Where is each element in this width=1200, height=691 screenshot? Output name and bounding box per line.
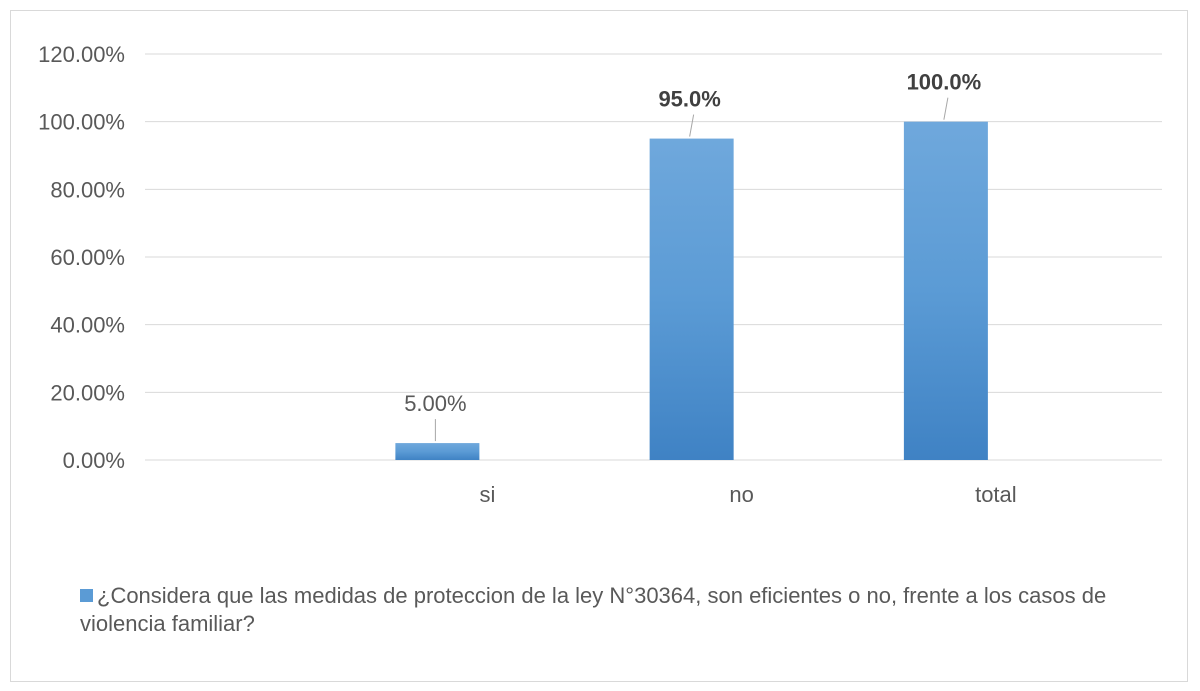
x-axis-categories: si no total — [479, 482, 1016, 507]
y-tick-label: 80.00% — [50, 177, 125, 202]
legend: ¿Considera que las medidas de proteccion… — [80, 582, 1180, 638]
category-label-si: si — [479, 482, 495, 507]
bars — [395, 121, 988, 461]
category-label-total: total — [975, 482, 1017, 507]
y-tick-label: 0.00% — [63, 448, 125, 473]
data-labels: 5.00% 95.0% 100.0% — [404, 70, 982, 442]
bar-si — [395, 443, 480, 460]
bar-total — [903, 121, 988, 461]
legend-swatch — [80, 589, 93, 602]
label-leader — [943, 97, 949, 120]
data-label-no: 95.0% — [658, 87, 720, 112]
bar-no — [649, 138, 734, 461]
y-tick-label: 40.00% — [50, 313, 125, 338]
data-label-si: 5.00% — [404, 391, 466, 416]
y-tick-label: 100.00% — [38, 110, 125, 135]
legend-label: ¿Considera que las medidas de proteccion… — [80, 583, 1107, 636]
data-label-total: 100.0% — [907, 70, 982, 95]
y-axis-ticks: 0.00% 20.00% 40.00% 60.00% 80.00% 100.00% 120.… — [38, 42, 125, 473]
y-tick-label: 20.00% — [50, 380, 125, 405]
y-tick-label: 120.00% — [38, 42, 125, 67]
y-tick-label: 60.00% — [50, 245, 125, 270]
label-leader — [689, 114, 695, 137]
category-label-no: no — [729, 482, 753, 507]
